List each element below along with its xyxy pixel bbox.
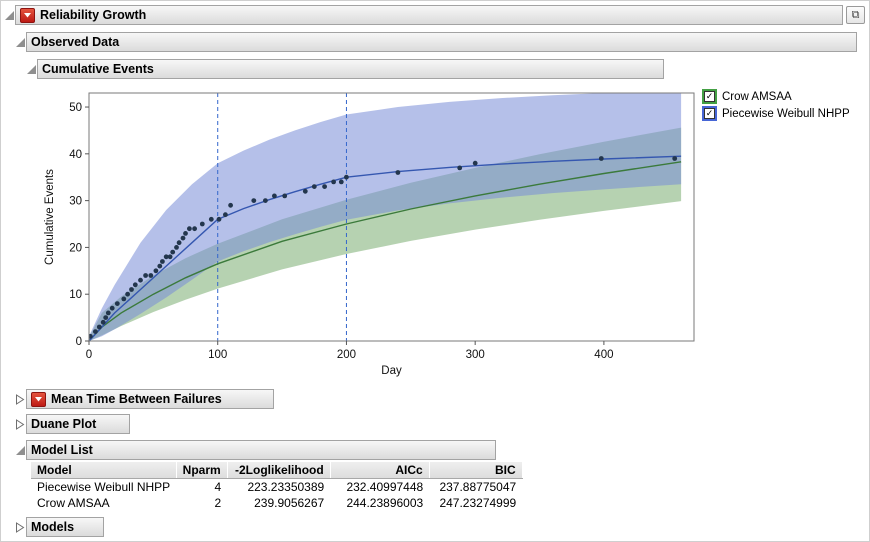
outline-header-duane-plot[interactable]: Duane Plot	[26, 414, 130, 434]
column-header-nparm: Nparm	[176, 462, 228, 479]
cell-2loglikelihood: 223.23350389	[247, 480, 325, 494]
outline-header-models[interactable]: Models	[26, 517, 104, 537]
cell-aicc: 232.40997448	[346, 480, 424, 494]
pop-out-glyph: ⧉	[851, 8, 860, 21]
svg-text:30: 30	[69, 196, 82, 208]
cumulative-events-chart[interactable]: 0 10 20 30 40 50 0 100 200 300 400 Day Cumulative Ev…	[39, 85, 703, 387]
chart-legend: ✓ Crow AMSAA ✓ Piecewise Weibull NHPP	[702, 88, 850, 122]
table-header-row: Model Nparm -2Loglikelihood AICc BIC	[31, 462, 523, 479]
model-list-table: Model Nparm -2Loglikelihood AICc BIC Pie…	[31, 462, 523, 511]
disclosure-collapsed-icon[interactable]	[15, 419, 26, 431]
red-triangle-menu-icon[interactable]	[31, 391, 46, 407]
table-row[interactable]: Crow AMSAA 2 239.9056267 244.23896003 24…	[31, 495, 522, 511]
outline-header-mtbf[interactable]: Mean Time Between Failures	[26, 389, 274, 409]
cell-model: Crow AMSAA	[37, 496, 110, 510]
check-icon: ✓	[705, 91, 714, 101]
legend-label: Piecewise Weibull NHPP	[722, 107, 850, 120]
legend-checkbox-piecewise-weibull[interactable]: ✓	[702, 106, 717, 121]
section-title: Models	[31, 520, 75, 534]
red-triangle-menu-icon[interactable]	[20, 7, 35, 23]
disclosure-expanded-icon[interactable]	[15, 445, 26, 456]
outline-header-cumulative-events[interactable]: Cumulative Events	[37, 59, 664, 79]
cell-aicc: 244.23896003	[346, 496, 424, 510]
svg-text:Cumulative Events: Cumulative Events	[44, 169, 56, 265]
cell-bic: 247.23274999	[439, 496, 517, 510]
svg-text:50: 50	[69, 102, 82, 114]
legend-item-crow-amsaa: ✓ Crow AMSAA	[702, 88, 850, 105]
disclosure-expanded-icon[interactable]	[4, 10, 15, 21]
section-title: Cumulative Events	[42, 62, 154, 76]
page-title: Reliability Growth	[40, 8, 147, 22]
svg-text:40: 40	[69, 149, 82, 161]
outline-header-model-list[interactable]: Model List	[26, 440, 496, 460]
disclosure-expanded-icon[interactable]	[15, 37, 26, 48]
svg-text:Day: Day	[381, 365, 402, 377]
check-icon: ✓	[705, 108, 714, 118]
cell-2loglikelihood: 239.9056267	[254, 496, 325, 510]
svg-text:0: 0	[86, 349, 92, 361]
column-header-aicc: AICc	[330, 462, 430, 479]
legend-checkbox-crow-amsaa[interactable]: ✓	[702, 89, 717, 104]
outline-header-observed-data[interactable]: Observed Data	[26, 32, 857, 52]
cell-bic: 237.88775047	[439, 480, 517, 494]
svg-text:300: 300	[466, 349, 485, 361]
legend-item-piecewise-weibull: ✓ Piecewise Weibull NHPP	[702, 105, 850, 122]
column-header-bic: BIC	[429, 462, 523, 479]
svg-text:100: 100	[208, 349, 227, 361]
disclosure-collapsed-icon[interactable]	[15, 522, 26, 534]
column-header-2loglikelihood: -2Loglikelihood	[227, 462, 331, 479]
section-title: Model List	[31, 443, 93, 457]
outline-header-reliability-growth[interactable]: Reliability Growth	[15, 5, 843, 25]
cell-nparm: 4	[214, 480, 222, 494]
svg-text:20: 20	[69, 242, 82, 254]
disclosure-collapsed-icon[interactable]	[15, 394, 26, 406]
svg-text:200: 200	[337, 349, 356, 361]
column-header-model: Model	[31, 462, 177, 479]
table-row[interactable]: Piecewise Weibull NHPP 4 223.23350389 23…	[31, 479, 522, 496]
pop-out-window-icon[interactable]: ⧉	[846, 6, 865, 24]
section-title: Duane Plot	[31, 417, 97, 431]
svg-text:0: 0	[76, 336, 82, 348]
cell-model: Piecewise Weibull NHPP	[37, 480, 171, 494]
svg-text:10: 10	[69, 289, 82, 301]
cell-nparm: 2	[214, 496, 222, 510]
section-title: Observed Data	[31, 35, 120, 49]
svg-text:400: 400	[594, 349, 613, 361]
legend-label: Crow AMSAA	[722, 90, 792, 103]
section-title: Mean Time Between Failures	[51, 392, 222, 406]
disclosure-expanded-icon[interactable]	[26, 64, 37, 75]
